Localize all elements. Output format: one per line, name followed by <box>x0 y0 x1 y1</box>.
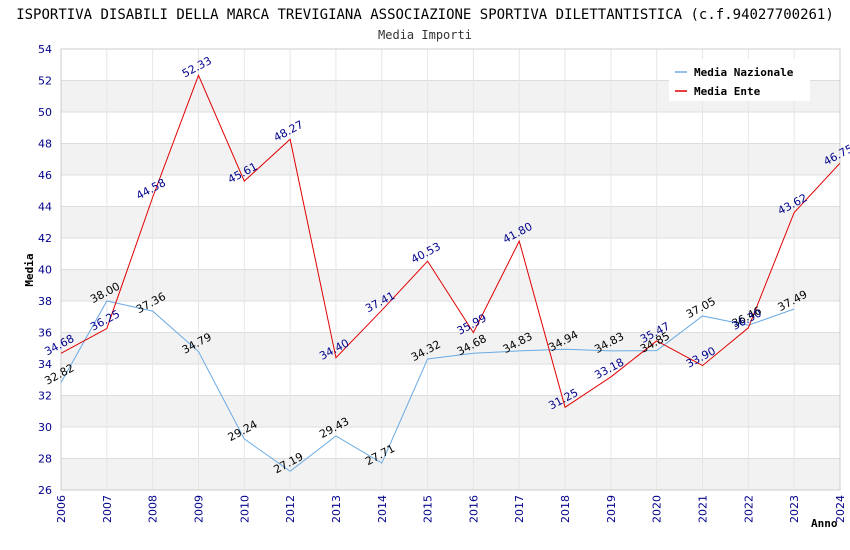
x-tick-label: 2017 <box>513 495 526 523</box>
x-tick-label: 2016 <box>467 495 480 523</box>
x-tick-label: 2021 <box>697 495 710 523</box>
y-tick-label: 42 <box>38 232 52 245</box>
grid-band <box>61 458 840 490</box>
y-tick-label: 28 <box>38 453 52 466</box>
grid-band <box>61 395 840 427</box>
x-tick-label: 2024 <box>834 495 847 523</box>
x-tick-label: 2014 <box>376 495 389 523</box>
x-tick-label: 2023 <box>788 495 801 523</box>
x-tick-label: 2022 <box>742 495 755 523</box>
plot-area: 26 28 30 32 34 36 38 40 42 44 46 48 50 52 54 2006 2007 20… <box>38 43 850 523</box>
y-tick-label: 44 <box>38 201 52 214</box>
series-line-media-nazionale <box>60 300 795 472</box>
y-tick-label: 52 <box>38 75 52 88</box>
grid-band <box>61 175 840 207</box>
y-tick-label: 40 <box>38 264 52 277</box>
x-tick-label: 2008 <box>147 495 160 523</box>
y-tick-label: 54 <box>38 43 52 56</box>
x-tick-label: 2006 <box>55 495 68 523</box>
legend-label: Media Ente <box>694 85 761 98</box>
grid-band <box>61 301 840 333</box>
y-tick-label: 50 <box>38 106 52 119</box>
x-tick-label: 2018 <box>559 495 572 523</box>
plot-frame <box>60 48 841 491</box>
x-tick-label: 2019 <box>605 495 618 523</box>
y-axis-title: Media <box>23 253 36 286</box>
x-tick-label: 2012 <box>284 495 297 523</box>
grid-band <box>61 269 840 301</box>
x-tick-label: 2009 <box>192 495 205 523</box>
grid-band <box>61 143 840 175</box>
y-tick-label: 36 <box>38 327 52 340</box>
legend-label: Media Nazionale <box>694 66 794 79</box>
chart-title: ISPORTIVA DISABILI DELLA MARCA TREVIGIAN… <box>16 7 834 23</box>
grid-band <box>61 364 840 396</box>
y-tick-label: 32 <box>38 390 52 403</box>
x-tick-label: 2013 <box>330 495 343 523</box>
legend-box <box>669 59 810 101</box>
grid-band <box>61 238 840 270</box>
chart-subtitle: Media Importi <box>378 28 472 42</box>
grid-band <box>61 112 840 144</box>
y-tick-label: 38 <box>38 295 52 308</box>
y-tick-label: 46 <box>38 169 52 182</box>
x-tick-label: 2010 <box>238 495 251 523</box>
series-line-media-ente <box>60 73 841 409</box>
y-tick-label: 48 <box>38 138 52 151</box>
y-tick-label: 26 <box>38 484 52 497</box>
x-tick-label: 2020 <box>651 495 664 523</box>
grid-band <box>61 427 840 459</box>
y-tick-label: 34 <box>38 358 52 371</box>
x-tick-label: 2015 <box>422 495 435 523</box>
x-tick-label: 2007 <box>101 495 114 523</box>
legend: Media Nazionale Media Ente <box>669 59 810 101</box>
x-axis-title: Anno <box>811 517 838 530</box>
y-tick-label: 30 <box>38 421 52 434</box>
grid-band <box>61 206 840 238</box>
